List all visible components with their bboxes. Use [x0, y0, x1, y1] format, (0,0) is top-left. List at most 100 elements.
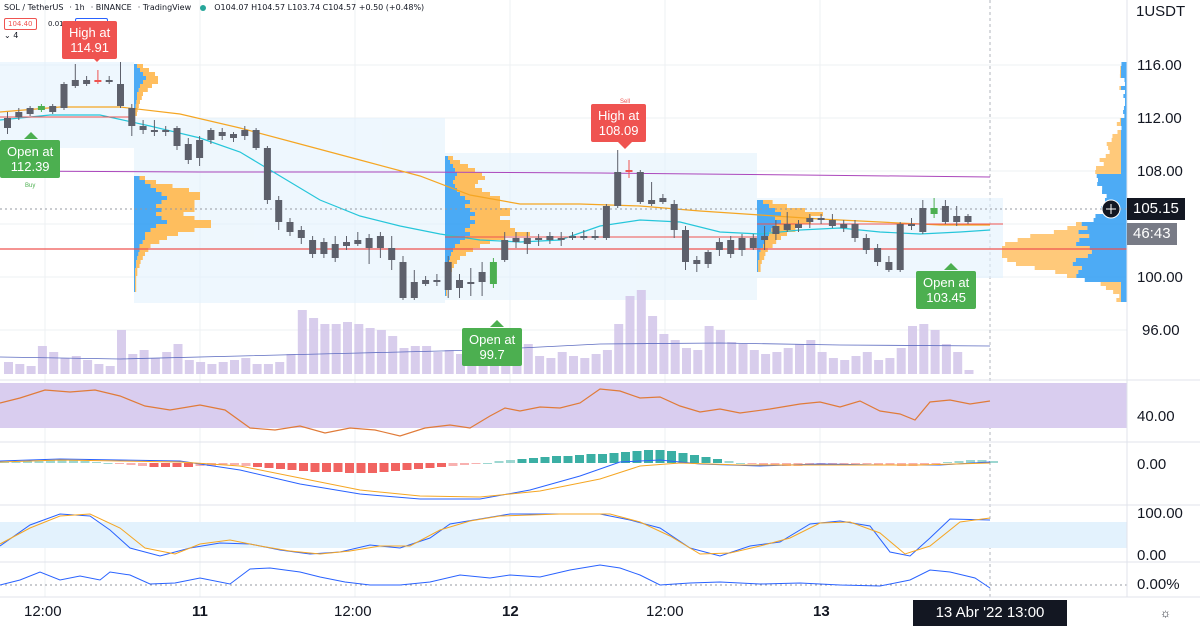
volume-bar — [411, 346, 420, 374]
profile-buy-bar — [757, 244, 763, 248]
currency-selector[interactable]: 1USDT — [1136, 3, 1185, 20]
high2-pointer — [618, 142, 632, 149]
session-profile-sell-bar — [1101, 282, 1121, 286]
session-profile-sell-bar — [1076, 222, 1082, 226]
macd-histogram-bar — [150, 463, 159, 467]
candle-body — [524, 238, 531, 244]
profile-sell-bar — [136, 104, 139, 108]
candle-body — [388, 248, 395, 260]
interval-label[interactable]: 1h — [75, 3, 85, 12]
settings-gear-icon[interactable]: ☼ — [1160, 606, 1171, 620]
price-tick: 100.00 — [1137, 269, 1183, 286]
symbol-header[interactable]: SOL / TetherUS · 1h · BINANCE · TradingView… — [4, 3, 430, 12]
profile-buy-bar — [134, 200, 162, 204]
crosshair-price-label: 105.15 — [1127, 198, 1185, 220]
volume-bar — [106, 366, 115, 374]
session-profile-buy-bar — [1094, 218, 1127, 222]
candle-body — [366, 238, 373, 248]
candle-body — [174, 128, 181, 146]
candle-body — [772, 226, 779, 234]
indicator-toggle[interactable]: ⌄ 4 — [4, 31, 18, 40]
chevron-down-icon[interactable]: ⌄ — [4, 31, 11, 40]
symbol-name[interactable]: SOL / TetherUS — [4, 3, 63, 12]
profile-buy-bar — [757, 252, 759, 256]
volume-bar — [354, 324, 363, 374]
macd-signal-line — [0, 460, 990, 497]
macd-histogram-bar — [380, 463, 389, 472]
volume-bar — [140, 350, 149, 374]
volume-bar — [659, 334, 668, 374]
profile-sell-bar — [758, 260, 762, 264]
volume-bar — [49, 352, 58, 374]
session-profile-buy-bar — [1121, 282, 1127, 286]
profile-buy-bar — [445, 220, 475, 224]
session-profile-buy-bar — [1089, 234, 1127, 238]
profile-sell-bar — [146, 76, 158, 80]
profile-buy-bar — [134, 216, 162, 220]
session-profile-buy-bar — [1085, 278, 1127, 282]
profile-buy-bar — [445, 292, 446, 296]
volume-bar — [196, 362, 205, 374]
volume-bar — [772, 352, 781, 374]
profile-buy-bar — [134, 84, 140, 88]
session-profile-sell-bar — [1100, 158, 1121, 162]
profile-sell-bar — [151, 228, 195, 232]
macd-histogram-bar — [437, 463, 446, 467]
profile-sell-bar — [138, 252, 145, 256]
session-profile-sell-bar — [1095, 170, 1121, 174]
session-profile-buy-bar — [1121, 158, 1127, 162]
macd-histogram-bar — [12, 462, 21, 463]
time-tick: 12:00 — [24, 603, 62, 620]
candle-body — [569, 236, 576, 238]
exchange-label: BINANCE — [96, 3, 132, 12]
macd-histogram-bar — [736, 463, 745, 464]
volume-bar — [569, 356, 578, 374]
volume-bar — [897, 348, 906, 374]
profile-buy-bar — [757, 224, 775, 228]
macd-histogram-bar — [702, 457, 711, 463]
volume-bar — [117, 330, 126, 374]
time-tick: 12:00 — [334, 603, 372, 620]
candle-body — [49, 106, 56, 112]
volume-bar — [727, 342, 736, 374]
volume-bar — [693, 350, 702, 374]
profile-sell-bar — [162, 192, 201, 196]
session-profile-sell-bar — [1096, 166, 1121, 170]
candle-body — [241, 130, 248, 136]
volume-bar — [174, 344, 183, 374]
candle-body — [784, 224, 791, 230]
volume-bar — [806, 340, 815, 374]
crosshair-date-label: 13 Abr '22 13:00 — [913, 600, 1067, 626]
macd-histogram-bar — [472, 463, 481, 464]
volume-bar — [637, 290, 646, 374]
profile-sell-bar — [139, 88, 148, 92]
profile-buy-bar — [134, 192, 162, 196]
profile-buy-bar — [134, 64, 137, 68]
macd-histogram-bar — [713, 459, 722, 463]
macd-histogram-bar — [242, 463, 251, 466]
profile-buy-bar — [134, 100, 136, 104]
session-profile-buy-bar — [1122, 126, 1127, 130]
volume-bar — [94, 364, 103, 374]
candle-body — [761, 236, 768, 240]
session-profile-sell-bar — [1117, 122, 1121, 126]
candle-body — [513, 238, 520, 242]
candle-body — [467, 282, 474, 284]
market-status-icon — [200, 5, 206, 11]
session-profile-buy-bar — [1121, 66, 1127, 70]
profile-sell-bar — [763, 200, 773, 204]
macd-histogram-bar — [529, 458, 538, 463]
volume-bar — [241, 358, 250, 374]
macd-histogram-bar — [989, 461, 998, 463]
profile-buy-bar — [757, 240, 764, 244]
candle-body — [320, 242, 327, 254]
profile-sell-bar — [769, 204, 787, 208]
macd-histogram-bar — [391, 463, 400, 471]
session-profile-sell-bar — [1030, 234, 1089, 238]
bid-price[interactable]: 104.40 — [4, 18, 37, 30]
profile-buy-bar — [445, 196, 465, 200]
profile-buy-bar — [134, 264, 136, 268]
profile-sell-bar — [475, 212, 510, 216]
volume-bar — [275, 362, 284, 374]
